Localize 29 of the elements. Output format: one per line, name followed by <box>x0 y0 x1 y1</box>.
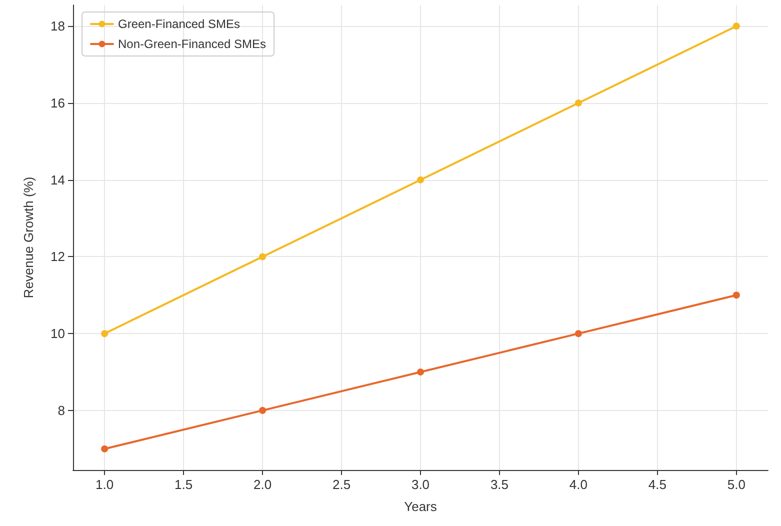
y-tick-label: 12 <box>50 249 65 264</box>
y-tick-label: 16 <box>50 95 65 110</box>
point <box>417 176 424 184</box>
x-tick-label: 2.5 <box>332 477 351 492</box>
x-tick-label: 1.5 <box>174 477 193 492</box>
x-tick-label: 3.0 <box>411 477 430 492</box>
point <box>732 292 740 299</box>
point <box>574 100 582 106</box>
legend-label: Non-Green-Financed SMEs <box>118 37 266 51</box>
x-tick-label: 3.5 <box>490 477 509 492</box>
y-tick-label: 10 <box>50 326 65 342</box>
y-tick-label: 14 <box>50 172 65 188</box>
point <box>259 406 266 414</box>
x-tick-label: 2.0 <box>254 477 272 492</box>
x-axis-title: Years <box>404 499 438 514</box>
x-tick-label: 4.0 <box>569 477 588 492</box>
y-tick-label: 18 <box>50 18 65 34</box>
x-tick-label: 4.5 <box>648 477 666 492</box>
x-tick-label: 5.0 <box>727 477 746 492</box>
legend-label: Green-Financed SMEs <box>118 17 240 31</box>
point <box>574 330 582 338</box>
y-axis-title: Revenue Growth (%) <box>21 176 36 298</box>
y-tick-label: 8 <box>58 402 65 418</box>
point <box>101 445 108 452</box>
point <box>101 330 108 338</box>
point <box>732 22 740 30</box>
point <box>259 253 266 260</box>
x-tick-label: 1.0 <box>96 477 114 492</box>
point <box>417 368 424 376</box>
